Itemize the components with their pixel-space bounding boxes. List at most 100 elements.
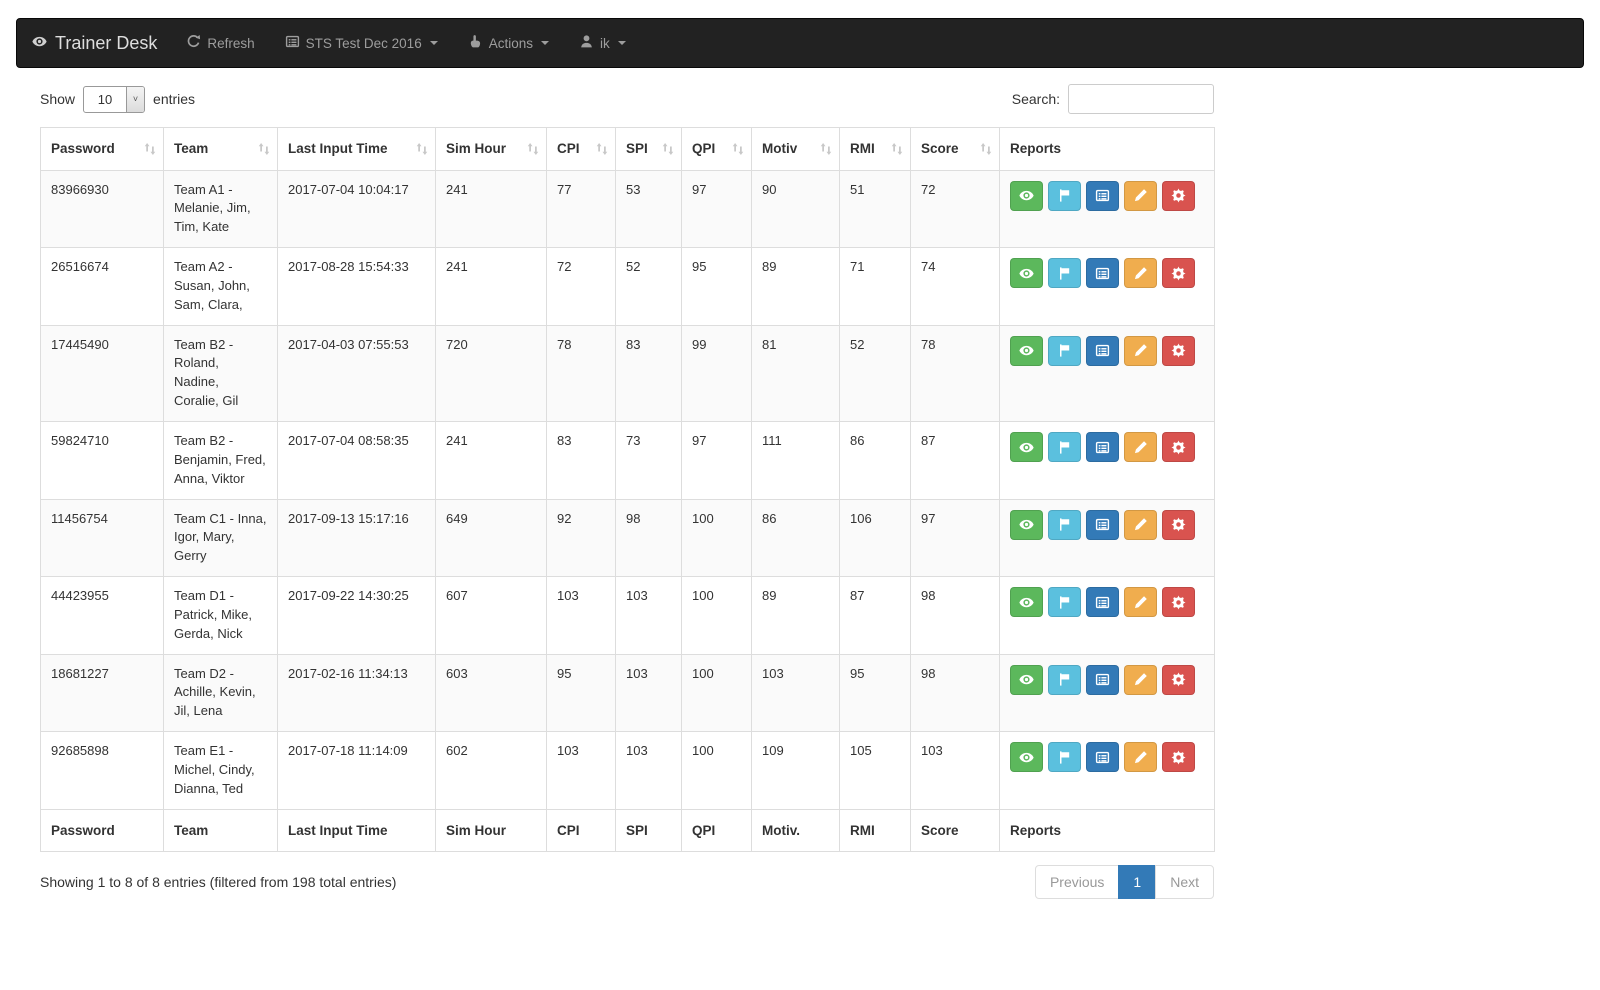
column-header-cpi[interactable]: CPI bbox=[546, 127, 616, 171]
cell-last-input: 2017-09-22 14:30:25 bbox=[277, 576, 436, 655]
column-header-label: Password bbox=[51, 141, 115, 156]
nav-item-label: Actions bbox=[488, 35, 533, 51]
settings-button[interactable] bbox=[1162, 258, 1195, 289]
cell-cpi: 77 bbox=[546, 169, 616, 249]
column-header-rmi[interactable]: RMI bbox=[839, 127, 911, 171]
report-actions bbox=[1010, 180, 1204, 211]
column-header-password[interactable]: Password bbox=[40, 127, 164, 171]
report-button[interactable] bbox=[1086, 258, 1119, 289]
column-header-score[interactable]: Score bbox=[910, 127, 1000, 171]
column-header-label: Reports bbox=[1010, 141, 1062, 156]
column-header-qpi[interactable]: QPI bbox=[681, 127, 752, 171]
cell-spi: 103 bbox=[615, 653, 682, 733]
column-header-team[interactable]: Team bbox=[163, 127, 278, 171]
table-row: 44423955 Team D1 - Patrick, Mike, Gerda, … bbox=[40, 576, 1215, 655]
edit-button[interactable] bbox=[1124, 509, 1157, 540]
column-header-motiv[interactable]: Motiv bbox=[751, 127, 840, 171]
nav-item-actions[interactable]: Actions bbox=[453, 18, 564, 68]
settings-button[interactable] bbox=[1162, 587, 1195, 618]
flag-button[interactable] bbox=[1048, 509, 1081, 540]
report-button[interactable] bbox=[1086, 587, 1119, 618]
flag-icon bbox=[1057, 188, 1072, 203]
cell-motiv: 90 bbox=[751, 169, 840, 249]
brand[interactable]: Trainer Desk bbox=[17, 33, 171, 54]
column-header-last-input-time[interactable]: Last Input Time bbox=[277, 127, 436, 171]
cell-rmi: 86 bbox=[839, 421, 911, 500]
edit-button[interactable] bbox=[1124, 664, 1157, 695]
view-button[interactable] bbox=[1010, 664, 1043, 695]
settings-button[interactable] bbox=[1162, 335, 1195, 366]
settings-button[interactable] bbox=[1162, 509, 1195, 540]
flag-icon bbox=[1057, 266, 1072, 281]
pagination-previous[interactable]: Previous bbox=[1034, 865, 1120, 900]
cell-reports bbox=[999, 731, 1215, 810]
flag-button[interactable] bbox=[1048, 432, 1081, 462]
flag-button[interactable] bbox=[1048, 335, 1081, 366]
edit-button[interactable] bbox=[1124, 258, 1157, 289]
search-control: Search: bbox=[1012, 84, 1214, 114]
flag-button[interactable] bbox=[1048, 587, 1081, 618]
view-button[interactable] bbox=[1010, 432, 1043, 462]
nav-item-sts-test-dec-2016[interactable]: STS Test Dec 2016 bbox=[270, 18, 453, 68]
edit-button[interactable] bbox=[1124, 432, 1157, 462]
view-button[interactable] bbox=[1010, 742, 1043, 773]
nav-item-refresh[interactable]: Refresh bbox=[171, 18, 269, 68]
report-button[interactable] bbox=[1086, 509, 1119, 540]
settings-button[interactable] bbox=[1162, 432, 1195, 462]
cell-score: 78 bbox=[910, 324, 1000, 423]
view-button[interactable] bbox=[1010, 335, 1043, 366]
report-button[interactable] bbox=[1086, 180, 1119, 211]
report-button[interactable] bbox=[1086, 432, 1119, 462]
flag-button[interactable] bbox=[1048, 180, 1081, 211]
eye-icon bbox=[1019, 188, 1034, 203]
flag-button[interactable] bbox=[1048, 258, 1081, 289]
cell-spi: 103 bbox=[615, 731, 682, 810]
settings-button[interactable] bbox=[1162, 664, 1195, 695]
report-button[interactable] bbox=[1086, 742, 1119, 773]
teams-table: Password Team Last Input Time Sim Hour CPI SP… bbox=[40, 127, 1215, 853]
footer-header-motiv: Motiv. bbox=[751, 808, 840, 853]
eye-icon bbox=[1019, 750, 1034, 765]
table-row: 59824710 Team B2 - Benjamin, Fred, Anna, … bbox=[40, 421, 1215, 500]
cell-team: Team B2 - Benjamin, Fred, Anna, Viktor bbox=[163, 421, 278, 500]
list-alt-icon bbox=[1095, 517, 1110, 532]
edit-button[interactable] bbox=[1124, 742, 1157, 773]
nav-item-label: STS Test Dec 2016 bbox=[305, 35, 422, 51]
flag-button[interactable] bbox=[1048, 742, 1081, 773]
page-length-select[interactable]: 10 ˅ bbox=[83, 85, 146, 113]
flag-button[interactable] bbox=[1048, 664, 1081, 695]
footer-header-reports: Reports bbox=[999, 808, 1215, 853]
report-actions bbox=[1010, 587, 1204, 618]
view-button[interactable] bbox=[1010, 180, 1043, 211]
column-header-sim-hour[interactable]: Sim Hour bbox=[435, 127, 547, 171]
settings-button[interactable] bbox=[1162, 742, 1195, 773]
column-header-spi[interactable]: SPI bbox=[615, 127, 682, 171]
view-button[interactable] bbox=[1010, 587, 1043, 618]
edit-button[interactable] bbox=[1124, 180, 1157, 211]
pagination-next[interactable]: Next bbox=[1155, 865, 1214, 900]
report-button[interactable] bbox=[1086, 335, 1119, 366]
cell-team: Team D2 - Achille, Kevin, Jil, Lena bbox=[163, 653, 278, 733]
cell-cpi: 92 bbox=[546, 498, 616, 578]
footer-header-score: Score bbox=[910, 808, 1000, 853]
cell-reports bbox=[999, 498, 1215, 578]
cell-spi: 83 bbox=[615, 324, 682, 423]
nav-item-ik[interactable]: ik bbox=[564, 18, 641, 68]
pencil-icon bbox=[1133, 517, 1148, 532]
cell-qpi: 99 bbox=[681, 324, 752, 423]
cell-last-input: 2017-09-13 15:17:16 bbox=[277, 498, 436, 578]
view-button[interactable] bbox=[1010, 509, 1043, 540]
pagination-page-1[interactable]: 1 bbox=[1118, 865, 1157, 900]
edit-button[interactable] bbox=[1124, 335, 1157, 366]
search-input[interactable] bbox=[1068, 84, 1214, 114]
report-button[interactable] bbox=[1086, 664, 1119, 695]
edit-button[interactable] bbox=[1124, 587, 1157, 618]
entries-label: entries bbox=[153, 91, 196, 107]
settings-button[interactable] bbox=[1162, 180, 1195, 211]
view-button[interactable] bbox=[1010, 258, 1043, 289]
cell-team: Team C1 - Inna, Igor, Mary, Gerry bbox=[163, 498, 278, 578]
gear-icon bbox=[1171, 266, 1186, 281]
report-actions bbox=[1010, 664, 1204, 695]
cell-qpi: 100 bbox=[681, 576, 752, 655]
column-header-label: CPI bbox=[557, 141, 580, 156]
